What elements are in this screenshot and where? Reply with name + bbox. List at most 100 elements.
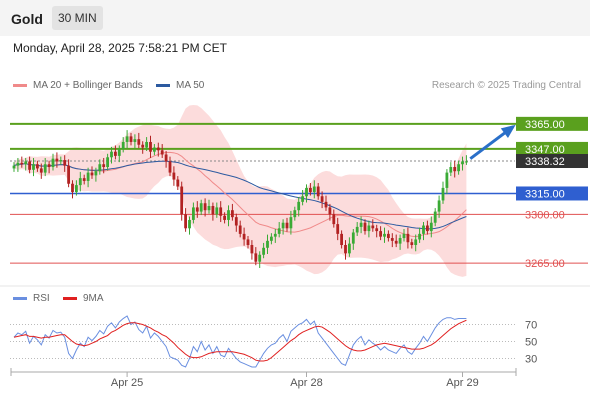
candle-body-99 (398, 238, 402, 244)
candle-body-66 (270, 236, 273, 241)
x-tick-label-1: Apr 28 (290, 377, 322, 389)
candle-106 (426, 220, 429, 235)
candle-100 (402, 228, 406, 242)
candle-body-68 (277, 228, 281, 234)
candle-body-69 (281, 222, 285, 229)
candle-body-112 (449, 167, 453, 173)
candle-body-80 (324, 201, 328, 208)
candle-body-79 (320, 196, 324, 202)
candle-40 (168, 156, 172, 177)
candle-95 (383, 227, 386, 243)
candle-19 (86, 167, 90, 188)
x-tick-label-0: Apr 25 (111, 377, 143, 389)
candle-body-74 (301, 196, 304, 202)
level-tag-0: 3365.00 (516, 116, 588, 131)
legend-swatch-ma50 (156, 84, 170, 87)
forecast-arrow-head (500, 124, 516, 139)
legend-label-rsi: RSI (33, 293, 50, 304)
candle-body-42 (176, 179, 180, 187)
candle-72 (293, 206, 297, 221)
candle-11 (55, 152, 59, 168)
candle-body-40 (168, 161, 172, 173)
candle-body-15 (71, 183, 74, 193)
candle-91 (367, 220, 371, 238)
candle-body-39 (164, 154, 168, 162)
candle-body-107 (429, 222, 433, 232)
candle-83 (336, 217, 340, 241)
candle-16 (75, 180, 78, 196)
candle-2 (20, 156, 24, 168)
candle-body-92 (371, 225, 375, 229)
candle-108 (433, 208, 437, 227)
candle-65 (266, 234, 269, 255)
level-tag-bg-2 (516, 154, 588, 169)
candle-body-51 (211, 206, 215, 215)
candle-33 (141, 141, 145, 154)
candle-body-89 (359, 222, 363, 227)
candle-body-44 (184, 214, 187, 229)
candle-54 (223, 212, 226, 224)
candle-body-50 (207, 206, 211, 211)
timestamp: Monday, April 28, 2025 7:58:21 PM CET (13, 41, 227, 55)
candle-body-114 (457, 164, 460, 172)
candle-body-28 (121, 141, 125, 149)
candle-17 (78, 171, 82, 192)
candle-body-94 (379, 231, 382, 237)
candle-79 (320, 191, 324, 209)
interval-badge[interactable]: 30 MIN (52, 6, 103, 30)
candle-body-78 (316, 186, 320, 197)
level-label-5: 3265.00 (525, 258, 565, 270)
candle-68 (277, 222, 281, 238)
candle-body-43 (180, 186, 184, 215)
candle-62 (254, 247, 258, 266)
candle-86 (348, 237, 351, 257)
candle-body-56 (231, 210, 234, 218)
candle-36 (153, 144, 156, 156)
candle-body-96 (387, 233, 390, 239)
candle-body-54 (223, 215, 226, 220)
candle-body-105 (422, 225, 425, 234)
candle-body-2 (20, 162, 24, 165)
candle-42 (176, 176, 180, 190)
level-tag-5: 3265.00 (525, 258, 565, 270)
candle-body-55 (227, 210, 230, 220)
candle-66 (270, 233, 273, 245)
candle-body-93 (375, 228, 379, 232)
candle-84 (340, 230, 343, 249)
candle-5 (32, 157, 35, 177)
candle-73 (297, 196, 301, 217)
candle-body-20 (90, 172, 94, 176)
candle-10 (51, 153, 55, 171)
candle-body-73 (297, 201, 301, 211)
level-label-2: 3338.32 (525, 156, 565, 168)
candle-116 (465, 155, 468, 165)
candle-46 (192, 202, 195, 224)
candle-body-9 (47, 164, 51, 168)
candle-body-36 (153, 147, 156, 152)
x-tick-label-2: Apr 29 (446, 377, 478, 389)
candle-body-11 (55, 158, 59, 162)
candle-body-0 (12, 165, 16, 169)
ma50-line (13, 160, 467, 230)
legend-rsi-ma: 9MA (63, 293, 104, 304)
candle-70 (285, 217, 289, 232)
candle-body-57 (234, 217, 238, 226)
candle-body-1 (16, 162, 20, 166)
candle-body-47 (195, 207, 199, 212)
candle-110 (441, 181, 445, 204)
candle-body-34 (145, 141, 148, 148)
candle-102 (410, 238, 414, 249)
rsi-ma-line (13, 319, 467, 362)
level-tag-bg-1 (516, 141, 588, 156)
candle-body-7 (39, 168, 43, 173)
candle-body-103 (414, 239, 418, 246)
legend-ma50: MA 50 (156, 80, 204, 91)
candle-31 (133, 134, 137, 149)
candle-body-48 (199, 203, 203, 212)
candle-body-60 (246, 239, 250, 246)
candle-28 (121, 137, 125, 153)
candle-59 (242, 227, 246, 246)
candle-49 (203, 198, 207, 217)
candle-body-53 (219, 207, 223, 216)
candle-body-33 (141, 144, 145, 148)
